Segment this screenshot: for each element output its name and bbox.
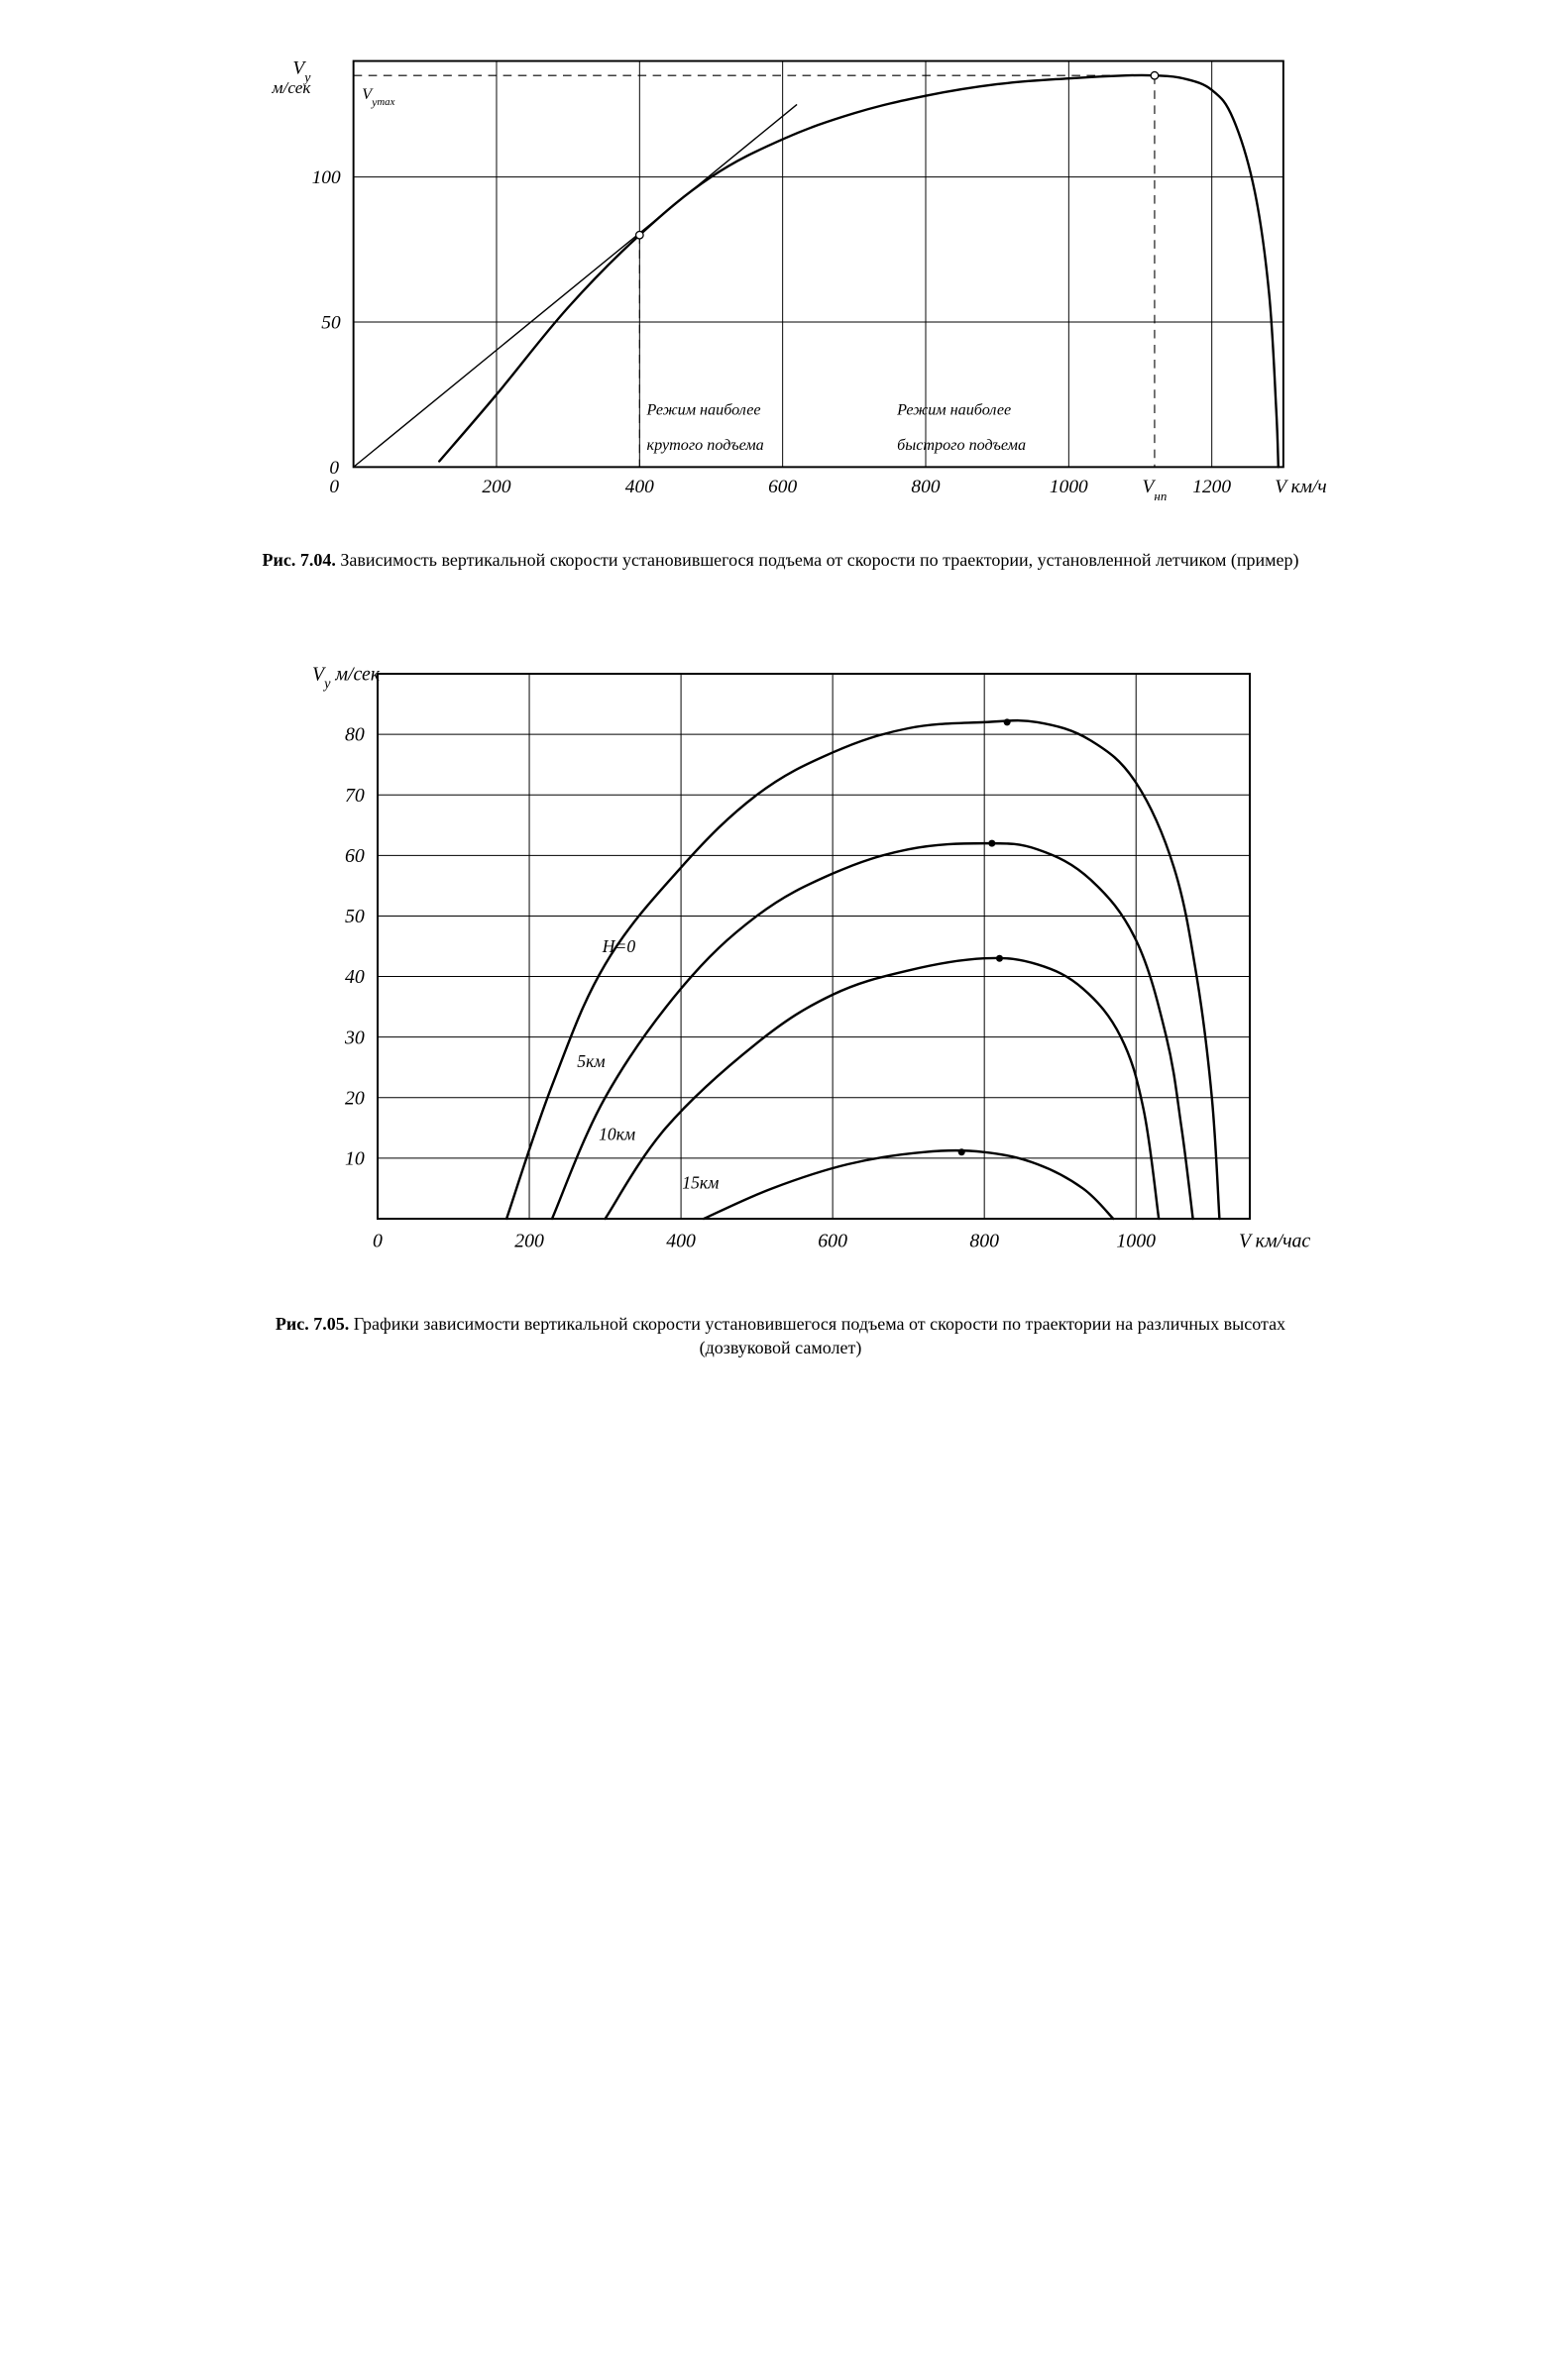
svg-text:10км: 10км bbox=[599, 1124, 635, 1143]
chart-7-05: 0 200 400 600 800 1000 10 20 30 40 50 60 70 80 Vy м/се… bbox=[236, 652, 1326, 1284]
svg-text:100: 100 bbox=[311, 167, 340, 188]
svg-text:70: 70 bbox=[345, 784, 365, 806]
svg-text:1000: 1000 bbox=[1116, 1230, 1156, 1251]
svg-text:Vy м/сек: Vy м/сек bbox=[312, 663, 381, 692]
svg-text:0: 0 bbox=[329, 477, 339, 497]
svg-text:1000: 1000 bbox=[1049, 477, 1087, 497]
chart-7-04: 200400600800100012000501000Vyм/секVymaxV… bbox=[236, 40, 1326, 520]
svg-text:1200: 1200 bbox=[1192, 477, 1231, 497]
svg-text:Vнп: Vнп bbox=[1142, 477, 1167, 503]
svg-text:10: 10 bbox=[345, 1147, 365, 1169]
svg-text:800: 800 bbox=[969, 1230, 999, 1251]
caption-7-05: Рис. 7.05. Графики зависимости вертикаль… bbox=[236, 1312, 1326, 1360]
svg-text:600: 600 bbox=[818, 1230, 847, 1251]
svg-text:H=0: H=0 bbox=[601, 936, 635, 956]
svg-text:15км: 15км bbox=[682, 1172, 719, 1192]
svg-text:50: 50 bbox=[321, 312, 341, 333]
svg-text:600: 600 bbox=[768, 477, 797, 497]
caption-text: Зависимость вертикальной скорости устано… bbox=[340, 550, 1298, 570]
figure-7-04: 200400600800100012000501000Vyм/секVymaxV… bbox=[236, 40, 1326, 573]
caption-7-04: Рис. 7.04. Зависимость вертикальной скор… bbox=[236, 548, 1326, 572]
svg-text:V км/час: V км/час bbox=[1275, 477, 1326, 497]
svg-text:400: 400 bbox=[666, 1230, 696, 1251]
caption-text: Графики зависимости вертикальной скорост… bbox=[354, 1314, 1285, 1357]
caption-prefix: Рис. 7.05. bbox=[276, 1314, 349, 1334]
caption-prefix: Рис. 7.04. bbox=[262, 550, 335, 570]
svg-text:Режим наиболее: Режим наиболее bbox=[645, 402, 760, 419]
svg-text:V км/час: V км/час bbox=[1239, 1230, 1310, 1251]
svg-text:0: 0 bbox=[373, 1230, 383, 1251]
svg-text:200: 200 bbox=[482, 477, 510, 497]
svg-text:0: 0 bbox=[329, 458, 339, 479]
svg-text:50: 50 bbox=[345, 906, 365, 927]
svg-text:60: 60 bbox=[345, 845, 365, 867]
svg-text:400: 400 bbox=[624, 477, 653, 497]
svg-text:80: 80 bbox=[345, 723, 365, 745]
svg-text:40: 40 bbox=[345, 966, 365, 988]
svg-text:200: 200 bbox=[514, 1230, 544, 1251]
svg-text:м/сек: м/сек bbox=[271, 78, 311, 97]
svg-text:800: 800 bbox=[911, 477, 940, 497]
svg-text:30: 30 bbox=[344, 1027, 365, 1048]
svg-text:20: 20 bbox=[345, 1087, 365, 1109]
figure-7-05: 0 200 400 600 800 1000 10 20 30 40 50 60 70 80 Vy м/се… bbox=[236, 652, 1326, 1360]
svg-text:быстрого подъема: быстрого подъема bbox=[897, 437, 1026, 454]
svg-text:5км: 5км bbox=[577, 1051, 605, 1071]
svg-text:Режим наиболее: Режим наиболее bbox=[896, 402, 1011, 419]
svg-text:крутого подъема: крутого подъема bbox=[646, 437, 763, 454]
svg-text:Vymax: Vymax bbox=[362, 86, 394, 109]
